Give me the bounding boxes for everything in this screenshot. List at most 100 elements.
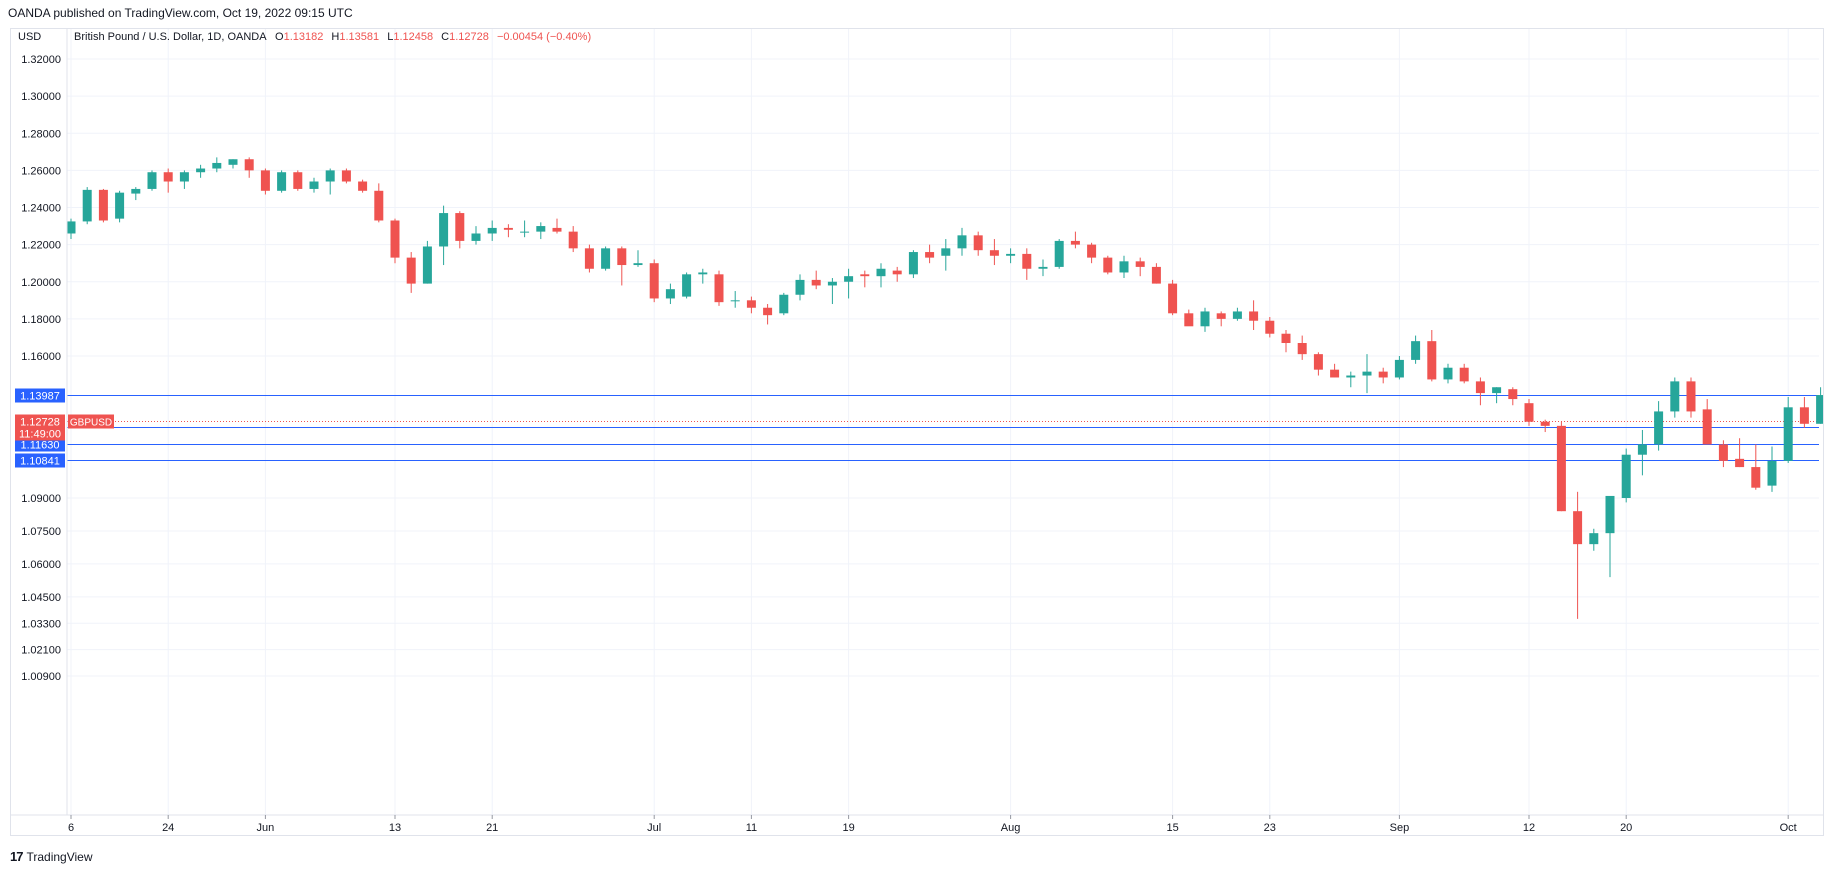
candle[interactable] bbox=[1362, 354, 1372, 394]
candle[interactable] bbox=[1459, 363, 1469, 384]
candle[interactable] bbox=[1330, 363, 1340, 378]
candle[interactable] bbox=[471, 226, 481, 245]
candle[interactable] bbox=[1589, 528, 1599, 551]
candle[interactable] bbox=[941, 239, 951, 271]
candle[interactable] bbox=[892, 266, 902, 282]
candle[interactable] bbox=[860, 270, 870, 288]
candle[interactable] bbox=[1605, 495, 1615, 578]
candle[interactable] bbox=[309, 177, 319, 193]
candle[interactable] bbox=[1637, 429, 1647, 476]
candle[interactable] bbox=[1394, 356, 1404, 380]
candle[interactable] bbox=[957, 227, 967, 256]
candle[interactable] bbox=[244, 157, 254, 178]
candle[interactable] bbox=[795, 274, 805, 301]
candle[interactable] bbox=[714, 270, 724, 306]
candle[interactable] bbox=[1119, 255, 1129, 279]
candle[interactable] bbox=[374, 183, 384, 223]
candle[interactable] bbox=[1621, 448, 1631, 503]
candle[interactable] bbox=[1735, 438, 1745, 468]
candle[interactable] bbox=[908, 250, 918, 279]
candle[interactable] bbox=[1556, 421, 1566, 512]
candle[interactable] bbox=[1508, 387, 1518, 406]
candle[interactable] bbox=[1297, 335, 1307, 360]
candle[interactable] bbox=[1249, 300, 1259, 331]
candle[interactable] bbox=[147, 170, 157, 191]
candle[interactable] bbox=[406, 252, 416, 293]
candle[interactable] bbox=[212, 157, 222, 173]
candle[interactable] bbox=[1475, 377, 1485, 406]
candle[interactable] bbox=[115, 190, 125, 223]
candle[interactable] bbox=[1232, 307, 1242, 321]
candle[interactable] bbox=[1702, 399, 1712, 445]
candle[interactable] bbox=[1492, 387, 1502, 404]
candle[interactable] bbox=[358, 179, 368, 193]
candle[interactable] bbox=[179, 170, 189, 189]
candle[interactable] bbox=[1670, 377, 1680, 418]
candle[interactable] bbox=[989, 239, 999, 266]
candle[interactable] bbox=[66, 218, 76, 240]
candle[interactable] bbox=[1038, 259, 1048, 277]
candle[interactable] bbox=[1783, 397, 1793, 463]
candle[interactable] bbox=[682, 272, 692, 299]
candle[interactable] bbox=[260, 168, 270, 195]
candle[interactable] bbox=[568, 226, 578, 253]
candle[interactable] bbox=[1378, 367, 1388, 384]
candle[interactable] bbox=[746, 296, 756, 314]
candle[interactable] bbox=[503, 224, 513, 238]
candle[interactable] bbox=[455, 211, 465, 249]
candle[interactable] bbox=[536, 222, 546, 240]
candle[interactable] bbox=[844, 268, 854, 299]
candle[interactable] bbox=[1022, 248, 1032, 280]
candle[interactable] bbox=[293, 170, 303, 191]
candle[interactable] bbox=[1799, 397, 1809, 428]
candle[interactable] bbox=[1718, 440, 1728, 468]
price-chart[interactable]: 1.32000 1.30000 1.28000 1.26000 1.24000 1.220… bbox=[11, 29, 1823, 835]
candle[interactable] bbox=[1281, 330, 1291, 353]
candle[interactable] bbox=[1686, 377, 1696, 418]
candle[interactable] bbox=[439, 205, 449, 266]
candle[interactable] bbox=[1216, 311, 1226, 327]
candle[interactable] bbox=[552, 218, 562, 234]
candle[interactable] bbox=[1524, 399, 1534, 426]
candle[interactable] bbox=[82, 187, 92, 225]
candle[interactable] bbox=[665, 283, 675, 305]
candle[interactable] bbox=[390, 218, 400, 264]
candle[interactable] bbox=[584, 244, 594, 273]
candle[interactable] bbox=[1054, 239, 1064, 269]
candle[interactable] bbox=[196, 164, 206, 178]
candle[interactable] bbox=[925, 244, 935, 264]
candle[interactable] bbox=[1313, 352, 1323, 376]
candle[interactable] bbox=[1151, 263, 1161, 284]
candle[interactable] bbox=[811, 270, 821, 290]
candle[interactable] bbox=[779, 292, 789, 316]
candle[interactable] bbox=[1070, 231, 1080, 249]
candle[interactable] bbox=[649, 259, 659, 303]
candle[interactable] bbox=[633, 250, 643, 267]
candle[interactable] bbox=[341, 168, 351, 184]
candle[interactable] bbox=[277, 170, 287, 193]
chart-frame[interactable]: 1.32000 1.30000 1.28000 1.26000 1.24000 1.220… bbox=[10, 28, 1824, 836]
candle[interactable] bbox=[617, 246, 627, 286]
candle[interactable] bbox=[973, 231, 983, 256]
candle[interactable] bbox=[1346, 371, 1356, 388]
candle[interactable] bbox=[1540, 419, 1550, 433]
candle[interactable] bbox=[325, 168, 335, 195]
candle[interactable] bbox=[1006, 248, 1016, 264]
candle[interactable] bbox=[1135, 257, 1145, 277]
candle[interactable] bbox=[1443, 363, 1453, 384]
tradingview-brand[interactable]: TradingView bbox=[26, 849, 93, 864]
candle[interactable] bbox=[1427, 330, 1437, 382]
candle[interactable] bbox=[98, 188, 108, 223]
candle[interactable] bbox=[487, 220, 497, 241]
candle[interactable] bbox=[1103, 255, 1113, 275]
candle[interactable] bbox=[1573, 491, 1583, 619]
candle[interactable] bbox=[131, 187, 141, 201]
candle[interactable] bbox=[763, 304, 773, 325]
candle[interactable] bbox=[422, 240, 432, 284]
candle[interactable] bbox=[601, 246, 611, 271]
candle[interactable] bbox=[1654, 401, 1664, 451]
candle[interactable] bbox=[228, 159, 238, 169]
tradingview-logo-icon[interactable]: 17 bbox=[10, 849, 24, 864]
candle[interactable] bbox=[1411, 335, 1421, 364]
candle[interactable] bbox=[163, 168, 173, 193]
